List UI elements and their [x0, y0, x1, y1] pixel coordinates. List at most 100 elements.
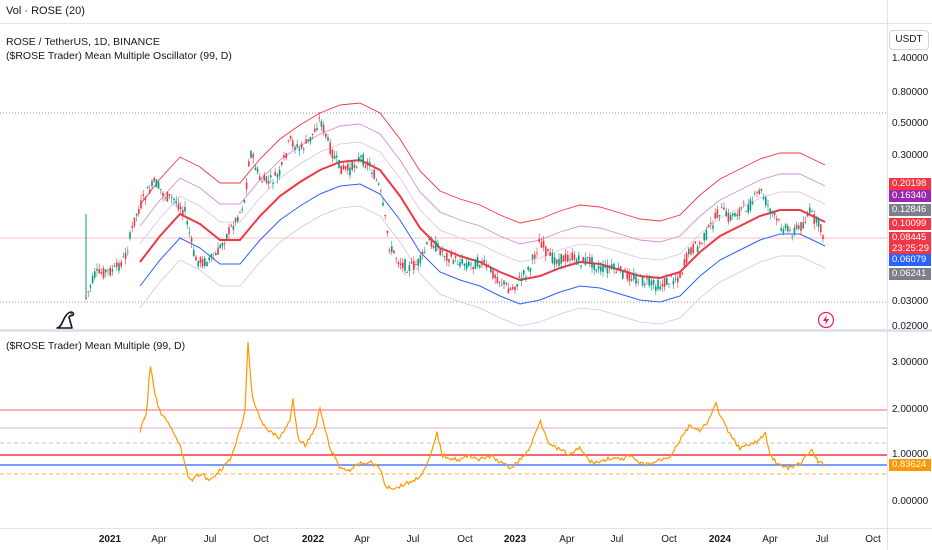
candle-body [815, 216, 818, 223]
candle-body [417, 259, 419, 266]
candle-body [705, 229, 708, 240]
candle-body [127, 251, 129, 252]
candle-body [197, 260, 199, 267]
candle-body [402, 262, 404, 269]
candle-body [540, 242, 543, 248]
tradingview-logo-icon [56, 311, 75, 329]
candle-body [707, 225, 710, 227]
candle-body [131, 225, 133, 228]
candle-body [688, 248, 690, 255]
candle-body [762, 197, 765, 200]
candle-body [650, 280, 653, 286]
lightning-icon[interactable] [817, 311, 835, 329]
oscillator-legend[interactable]: ($ROSE Trader) Mean Multiple Oscillator … [6, 50, 232, 62]
candle-body [639, 275, 642, 276]
candle-body [199, 257, 202, 263]
candle-body [769, 208, 771, 214]
volume-indicator-label[interactable]: Vol · ROSE (20) [6, 5, 85, 17]
candle-body [415, 264, 417, 265]
candle-body [749, 199, 752, 211]
candle-body [811, 210, 813, 212]
candle-body [626, 271, 628, 280]
candle-body [725, 210, 727, 216]
lower-pane-legend[interactable]: ($ROSE Trader) Mean Multiple (99, D) [6, 340, 186, 352]
price-axis-divider [887, 0, 888, 550]
candle-body [727, 212, 730, 222]
candle-body [560, 253, 562, 264]
candle-body [663, 278, 666, 287]
price-badge: 0.06241 [889, 268, 931, 280]
time-axis-tick: Oct [661, 534, 677, 545]
price-axis-tick: 0.03000 [892, 296, 929, 307]
candle-body [778, 219, 780, 220]
candle-body [151, 180, 153, 187]
candle-body [492, 270, 494, 279]
candle-body [470, 263, 472, 265]
candle-body [659, 286, 661, 290]
candle-body [446, 252, 448, 261]
candle-body [721, 207, 723, 209]
candle-body [661, 284, 664, 287]
price-badge: 0.16340 [889, 190, 931, 202]
candle-body [292, 140, 294, 147]
candle-body [331, 149, 334, 159]
candle-body [716, 209, 719, 218]
candle-body [294, 147, 296, 150]
candle-body [358, 156, 360, 162]
candle-body [281, 162, 283, 165]
candle-body [226, 234, 228, 239]
candle-body [153, 177, 155, 182]
candle-body [320, 121, 323, 127]
time-axis-tick: 2022 [301, 534, 325, 545]
time-axis-tick: Apr [559, 534, 575, 545]
candle-body [569, 258, 571, 260]
candle-body [116, 262, 118, 267]
candle-body [386, 230, 389, 234]
candle-body [556, 259, 558, 264]
candle-body [754, 193, 756, 194]
candle-body [573, 254, 576, 260]
currency-button[interactable]: USDT [889, 30, 929, 50]
candle-body [410, 262, 413, 264]
price-axis-tick: 0.30000 [892, 150, 929, 161]
candle-body [230, 225, 232, 227]
candle-body [380, 190, 382, 192]
candle-body [256, 168, 259, 173]
candle-body [98, 269, 100, 274]
candle-body [501, 283, 503, 285]
candle-body [465, 262, 468, 270]
candle-body [265, 176, 268, 183]
candle-body [644, 283, 646, 286]
candle-body [723, 207, 725, 210]
time-axis-tick: Jul [203, 534, 217, 545]
candle-body [472, 266, 474, 270]
candle-body [408, 264, 411, 272]
candle-body [529, 268, 532, 272]
symbol-legend[interactable]: ROSE / TetherUS, 1D, BINANCE [6, 36, 160, 48]
candle-body [276, 174, 279, 178]
candle-body [366, 161, 369, 166]
candle-body [487, 265, 490, 267]
candle-body [443, 255, 446, 258]
candle-body [375, 180, 378, 182]
candle-body [485, 264, 488, 268]
time-axis-tick: Apr [354, 534, 370, 545]
candle-body [672, 280, 675, 285]
pane-separator[interactable] [0, 329, 932, 332]
candle-body [771, 212, 774, 214]
time-axis-tick: Jul [815, 534, 829, 545]
time-axis-tick: 2024 [708, 534, 732, 545]
candle-body [593, 263, 595, 270]
candle-body [243, 199, 246, 203]
candle-body [149, 189, 151, 194]
candle-body [397, 262, 400, 265]
time-axis-divider [0, 528, 932, 529]
candle-body [622, 270, 624, 279]
candle-body [439, 249, 441, 256]
candle-body [619, 266, 622, 271]
candle-body [694, 241, 697, 244]
candle-body [767, 204, 769, 206]
candle-body [710, 222, 712, 224]
candle-body [490, 266, 492, 273]
